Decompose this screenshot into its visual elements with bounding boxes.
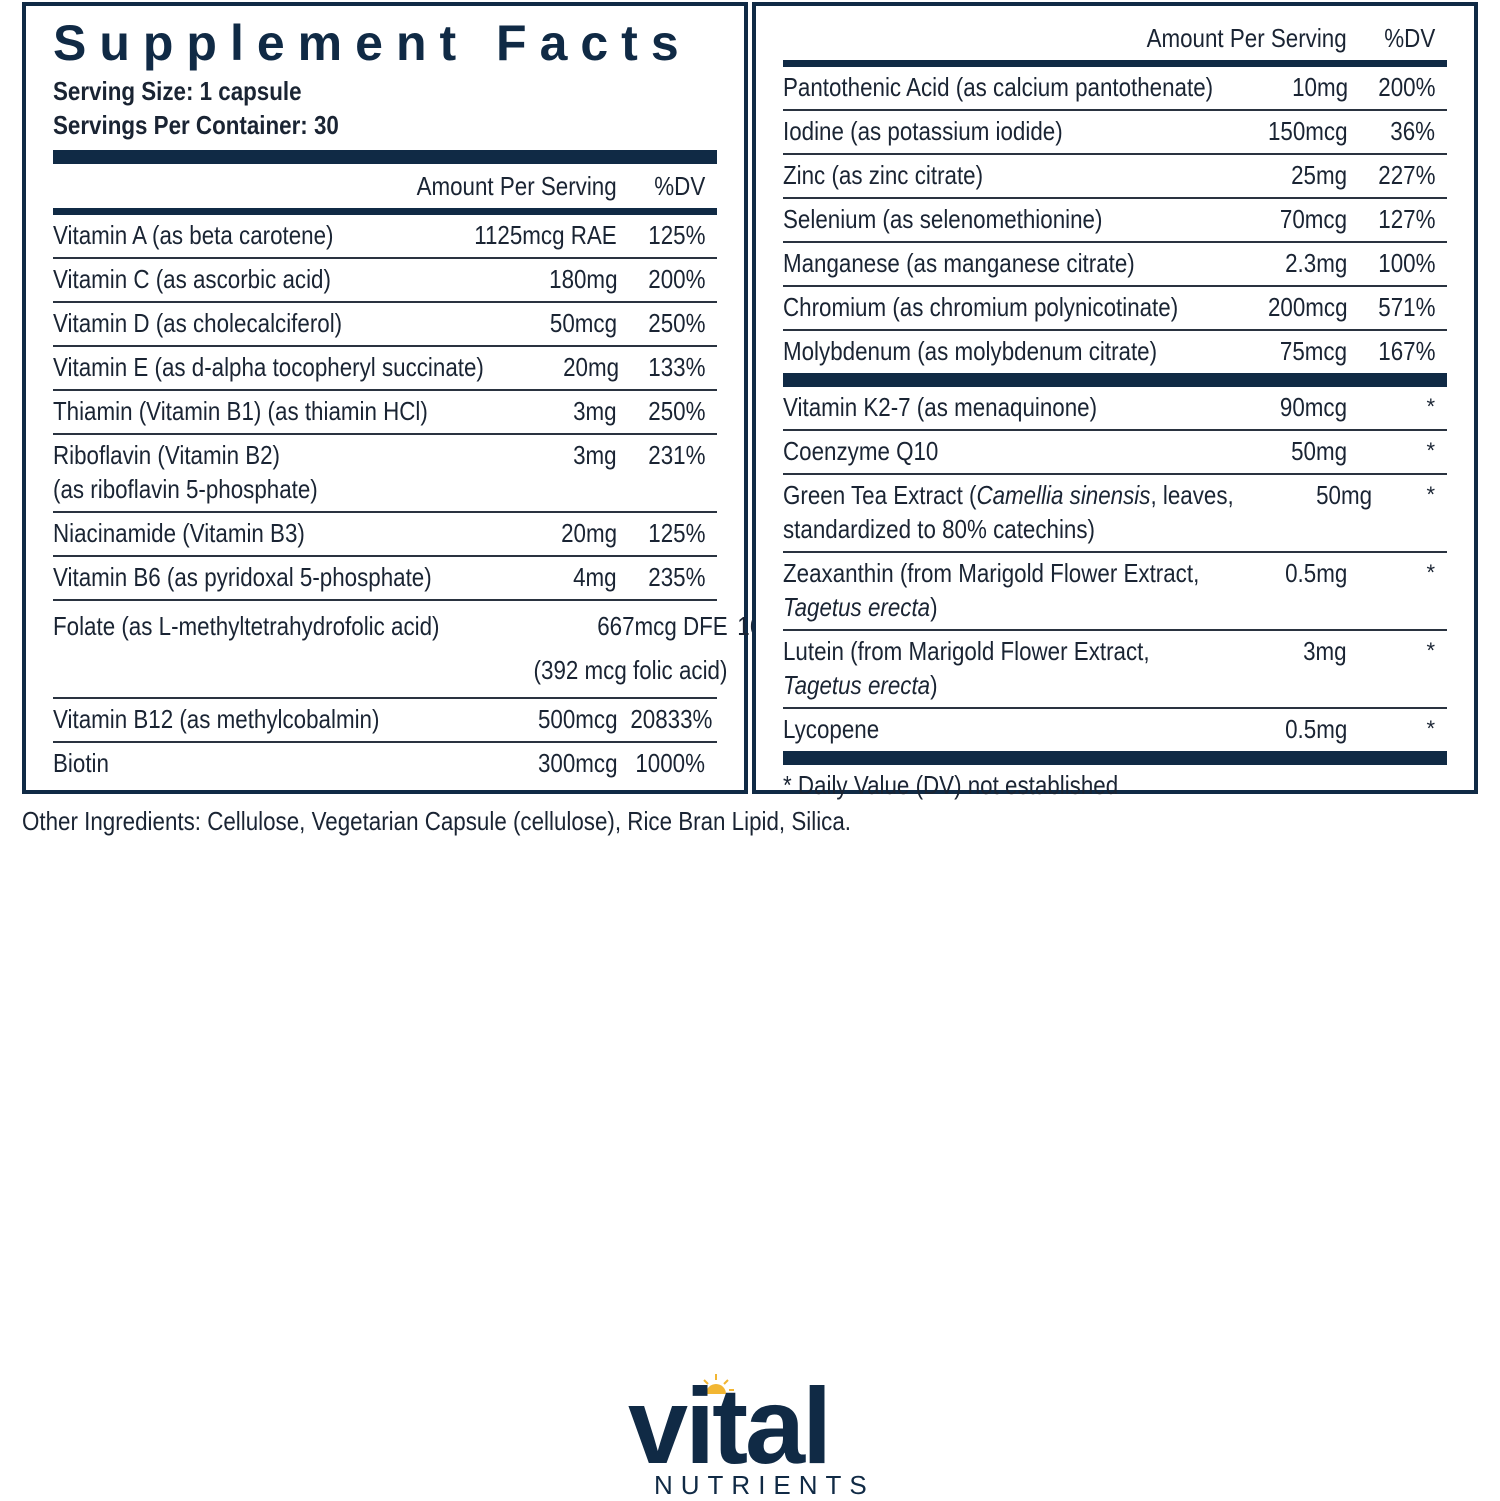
nutrient-row: Chromium (as chromium polynicotinate) 20… xyxy=(783,285,1447,329)
nutrient-row: Niacinamide (Vitamin B3) 20mg 125% xyxy=(53,511,717,555)
nutrient-row: Lutein (from Marigold Flower Extract, Tag… xyxy=(783,629,1447,707)
divider-mid xyxy=(53,208,717,215)
asterisk-marker: * xyxy=(1426,716,1435,741)
column-header: Amount Per Serving %DV xyxy=(53,164,717,208)
nutrient-row: Vitamin B12 (as methylcobalmin) 500mcg 2… xyxy=(53,697,717,741)
nutrient-row: Vitamin D (as cholecalciferol) 50mcg 250… xyxy=(53,301,717,345)
amount-header: Amount Per Serving xyxy=(1146,22,1347,53)
nutrient-row: Pantothenic Acid (as calcium pantothenat… xyxy=(783,72,1435,102)
nutrient-row: Vitamin B6 (as pyridoxal 5-phosphate) 4m… xyxy=(53,555,717,599)
nutrient-row: Zinc (as zinc citrate) 25mg 227% xyxy=(783,153,1447,197)
asterisk-marker: * xyxy=(1426,394,1435,419)
nutrient-row: Riboflavin (Vitamin B2) (as riboflavin 5-… xyxy=(53,433,717,511)
servings-per-container: Servings Per Container: 30 xyxy=(53,110,339,140)
amount-header: Amount Per Serving xyxy=(416,170,617,201)
asterisk-marker: * xyxy=(1426,482,1435,507)
asterisk-marker: * xyxy=(1426,560,1435,585)
supplement-facts-right-panel: Amount Per Serving %DV Pantothenic Acid … xyxy=(752,2,1478,800)
divider-thick xyxy=(783,751,1447,765)
nutrient-row: Biotin 300mcg 1000% xyxy=(53,741,717,785)
divider-thick xyxy=(783,373,1447,387)
dv-header: %DV xyxy=(654,170,705,201)
serving-size: Serving Size: 1 capsule xyxy=(53,76,302,106)
nutrient-row: Manganese (as manganese citrate) 2.3mg 1… xyxy=(783,241,1447,285)
nutrient-row: Vitamin C (as ascorbic acid) 180mg 200% xyxy=(53,257,717,301)
divider-thick xyxy=(53,150,717,164)
nutrient-row: Molybdenum (as molybdenum citrate) 75mcg… xyxy=(783,329,1447,373)
panel-title: Supplement Facts xyxy=(53,15,692,71)
nutrient-row: Vitamin K2-7 (as menaquinone) 90mcg * xyxy=(783,387,1447,429)
nutrient-row: Vitamin E (as d-alpha tocopheryl succina… xyxy=(53,345,717,389)
nutrient-row: Vitamin A (as beta carotene) 1125mcg RAE… xyxy=(53,220,705,250)
nutrient-row: Coenzyme Q10 50mg * xyxy=(783,429,1447,473)
brand-wordmark: vital xyxy=(628,1365,832,1486)
dv-header: %DV xyxy=(1384,22,1435,53)
nutrient-row: Thiamin (Vitamin B1) (as thiamin HCl) 3m… xyxy=(53,389,717,433)
nutrient-row: Iodine (as potassium iodide) 150mcg 36% xyxy=(783,109,1447,153)
brand-subtitle: NUTRIENTS xyxy=(654,1470,875,1500)
nutrient-row: Lycopene 0.5mg * xyxy=(783,707,1447,751)
divider-mid xyxy=(783,60,1447,67)
column-header: Amount Per Serving %DV xyxy=(783,16,1447,60)
asterisk-marker: * xyxy=(1426,638,1435,663)
asterisk-marker: * xyxy=(1426,438,1435,463)
nutrient-row: Zeaxanthin (from Marigold Flower Extract… xyxy=(783,551,1447,629)
dv-footnote: * Daily Value (DV) not established xyxy=(783,770,1119,800)
brand-logo: vital NUTRIENTS xyxy=(628,1365,875,1501)
nutrient-row: Selenium (as selenomethionine) 70mcg 127… xyxy=(783,197,1447,241)
other-ingredients: Other Ingredients: Cellulose, Vegetarian… xyxy=(22,806,851,836)
nutrient-row: Green Tea Extract (Camellia sinensis, le… xyxy=(783,473,1447,551)
sun-icon xyxy=(698,1374,734,1394)
supplement-facts-left-panel: Supplement Facts Serving Size: 1 capsule… xyxy=(22,2,794,794)
nutrient-row: Folate (as L-methyltetrahydrofolic acid)… xyxy=(53,599,794,697)
